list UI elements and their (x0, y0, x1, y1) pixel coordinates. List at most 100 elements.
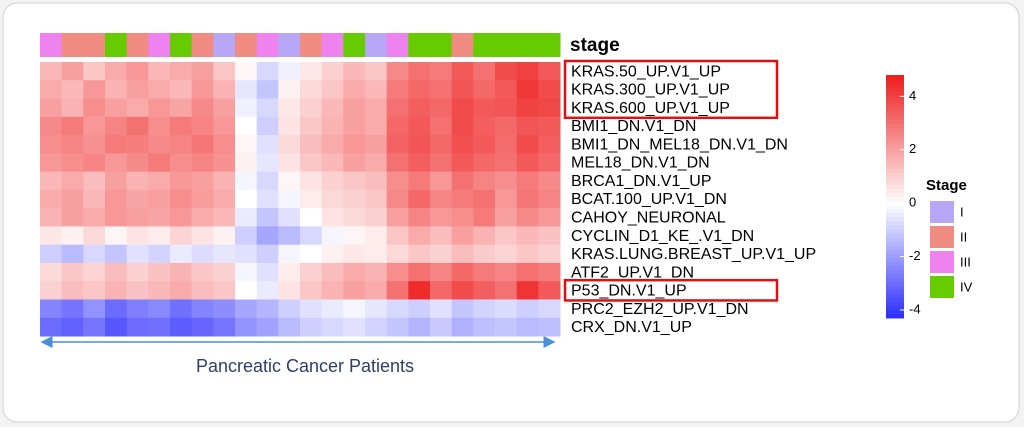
heat-cell (40, 116, 63, 136)
heat-cell (516, 281, 539, 300)
heat-cell (430, 80, 453, 100)
heat-cell (105, 62, 128, 81)
heat-cell (430, 153, 453, 173)
heat-cell (516, 116, 539, 136)
heat-cell (213, 281, 236, 300)
heat-cell (495, 189, 518, 209)
heat-cell (40, 244, 63, 264)
heat-cell (148, 135, 171, 154)
heat-cell (256, 62, 279, 81)
heat-cell (343, 208, 366, 227)
heat-cell (365, 116, 388, 136)
heat-cell (451, 189, 474, 209)
heat-cell (105, 80, 128, 100)
heat-cell (105, 189, 128, 209)
heat-cell (61, 171, 84, 191)
colorbar-step (886, 313, 904, 319)
heat-cell (213, 317, 236, 337)
heat-cell (105, 226, 128, 246)
heat-cell (61, 80, 84, 100)
heat-cell (451, 135, 474, 154)
heat-cell (386, 244, 409, 264)
heat-cell (170, 135, 193, 154)
heat-cell (386, 281, 409, 300)
heat-cell (343, 189, 366, 209)
colorbar-step (886, 119, 904, 125)
x-label: Pancreatic Cancer Patients (196, 356, 414, 376)
heat-cell (516, 244, 539, 264)
heat-cell (451, 62, 474, 81)
heat-cell (235, 80, 258, 100)
heat-cell (256, 244, 279, 264)
heat-cell (473, 317, 496, 337)
colorbar-step (886, 172, 904, 177)
heat-cell (473, 189, 496, 209)
colorbar-tick-label: -4 (909, 301, 921, 316)
heat-cell (213, 226, 236, 246)
heat-cell (105, 116, 128, 136)
heat-cell (61, 208, 84, 227)
colorbar-step (886, 151, 904, 157)
heat-cell (235, 226, 258, 246)
heat-cell (321, 135, 344, 154)
colorbar-step (886, 249, 904, 254)
heat-cell (538, 281, 561, 300)
colorbar-step (886, 143, 904, 149)
heat-cell (321, 244, 344, 264)
heat-cell (516, 62, 539, 81)
heat-cell (126, 299, 149, 319)
heat-cell (451, 116, 474, 136)
heat-cell (386, 262, 409, 282)
heat-cell (235, 299, 258, 319)
heat-cell (83, 171, 106, 191)
heat-cell (473, 171, 496, 191)
stage-cell (235, 33, 258, 57)
heat-cell (148, 299, 171, 319)
heat-cell (83, 189, 106, 209)
heat-cell (61, 244, 84, 264)
stage-cell (40, 33, 63, 57)
heat-cell (191, 116, 214, 136)
heat-cell (321, 98, 344, 118)
heat-cell (61, 116, 84, 136)
heat-cell (256, 299, 279, 319)
heat-cell (278, 171, 301, 191)
heat-cell (451, 281, 474, 300)
legend-label: III (960, 254, 971, 269)
heat-cell (83, 262, 106, 282)
heat-cell (495, 135, 518, 154)
heat-cell (148, 317, 171, 337)
heat-cell (126, 226, 149, 246)
heat-cell (408, 153, 431, 173)
colorbar-step (886, 208, 904, 214)
heat-cell (61, 62, 84, 81)
heat-cell (40, 208, 63, 227)
colorbar-step (886, 196, 904, 202)
heat-cell (365, 189, 388, 209)
colorbar-step (886, 257, 904, 262)
heat-cell (343, 116, 366, 136)
heat-cell (126, 208, 149, 227)
colorbar-tick-label: 0 (909, 195, 916, 210)
heat-cell (83, 98, 106, 118)
heat-cell (473, 116, 496, 136)
heat-cell (451, 262, 474, 282)
heat-cell (256, 208, 279, 227)
heat-cell (365, 281, 388, 300)
heat-cell (40, 153, 63, 173)
heat-cell (40, 281, 63, 300)
heat-cell (235, 62, 258, 81)
heat-cell (300, 171, 323, 191)
stage-cell (61, 33, 84, 57)
heat-cell (191, 98, 214, 118)
heat-cell (408, 80, 431, 100)
heat-cell (83, 153, 106, 173)
heat-cell (408, 281, 431, 300)
colorbar-step (886, 241, 904, 246)
heat-cell (408, 135, 431, 154)
stage-cell (191, 33, 214, 57)
heat-cell (213, 244, 236, 264)
heat-cell (538, 317, 561, 337)
row-label: PRC2_EZH2_UP.V1_DN (571, 301, 749, 318)
heat-cell (170, 317, 193, 337)
